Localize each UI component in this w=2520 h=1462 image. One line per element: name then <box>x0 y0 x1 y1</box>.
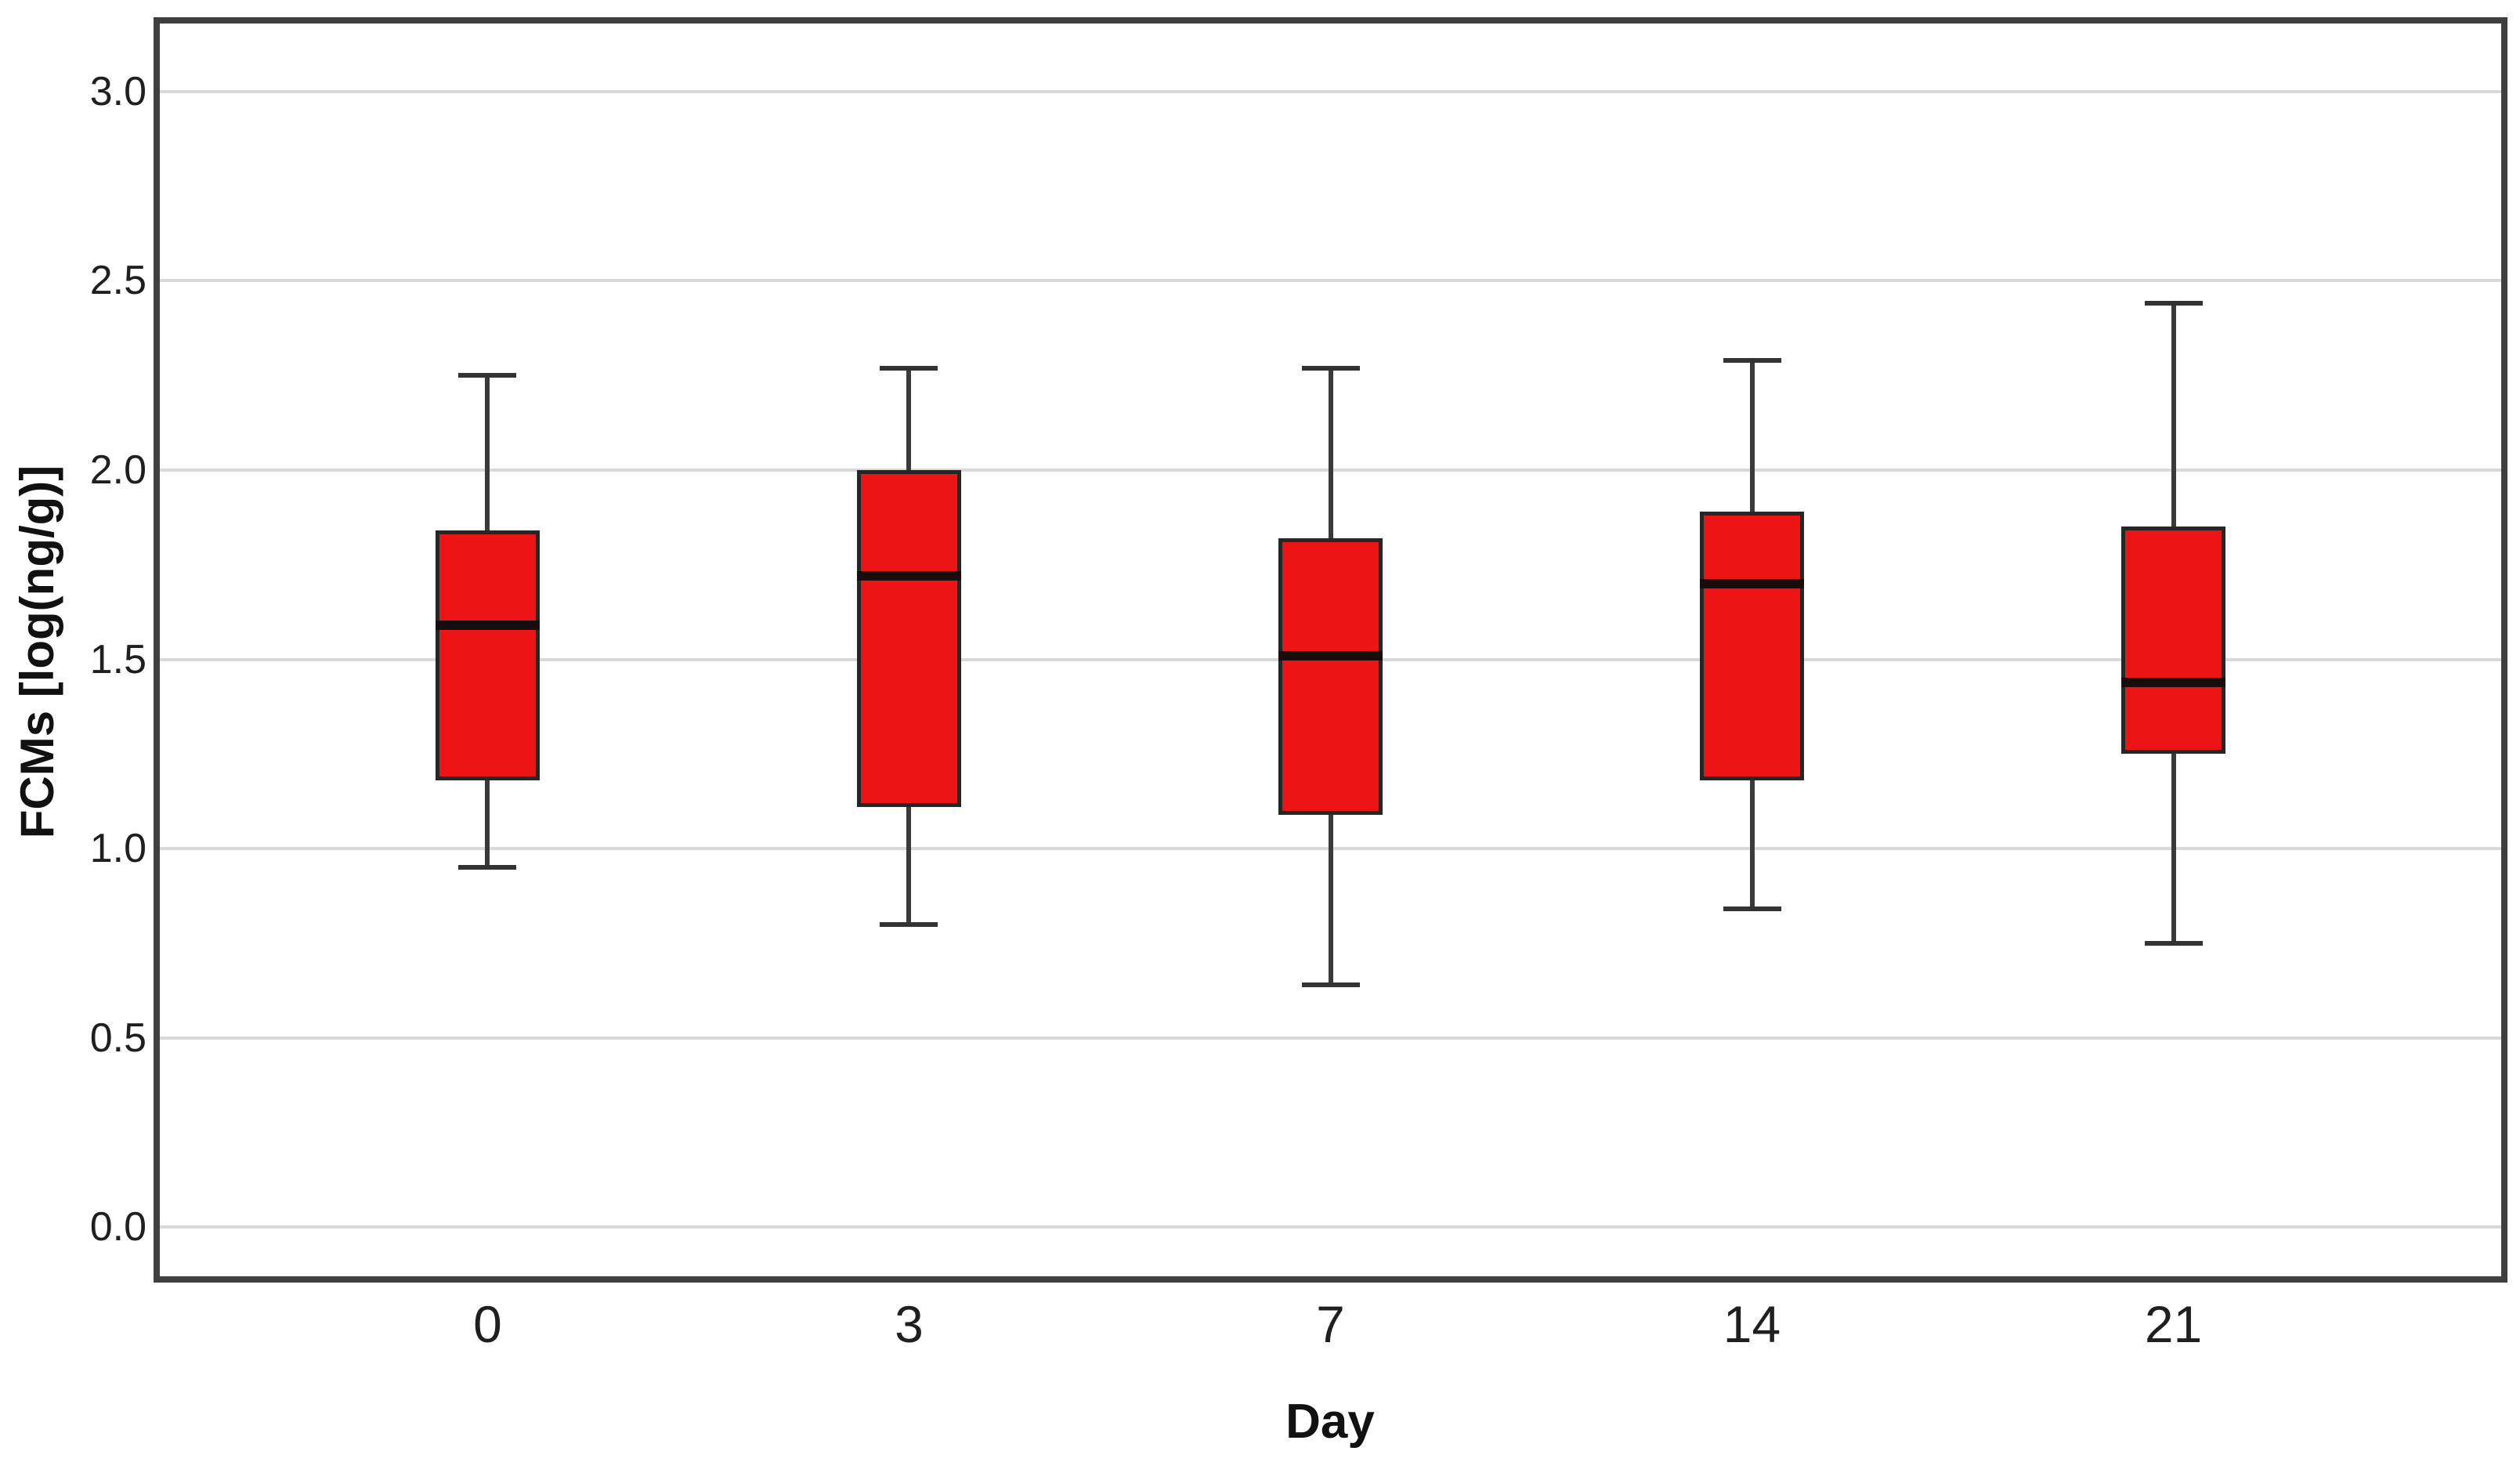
boxplot-day-7-cap-bottom <box>1301 983 1360 988</box>
plot-area <box>154 17 2507 1283</box>
gridline-2.5 <box>160 279 2501 283</box>
boxplot-day-3-cap-top <box>880 365 938 371</box>
boxplot-day-3-cap-bottom <box>880 921 938 927</box>
x-tick-label-7: 7 <box>1316 1295 1345 1353</box>
boxplot-day-0-box <box>435 530 540 781</box>
boxplot-day-21-median <box>2121 677 2226 687</box>
boxplot-day-21-cap-top <box>2144 301 2203 306</box>
boxplot-day-0-cap-top <box>458 373 517 378</box>
gridline-3.0 <box>160 89 2501 93</box>
boxplot-day-14-cap-top <box>1723 357 1781 363</box>
boxplot-day-21-box <box>2121 527 2226 755</box>
y-tick-label-2.0: 2.0 <box>89 447 146 494</box>
boxplot-day-7-box <box>1278 537 1383 815</box>
boxplot-day-21-cap-bottom <box>2144 940 2203 946</box>
y-tick-label-1.5: 1.5 <box>89 636 146 682</box>
x-tick-label-0: 0 <box>473 1295 502 1353</box>
boxplot-day-7-cap-top <box>1301 365 1360 371</box>
y-tick-label-1.0: 1.0 <box>89 826 146 872</box>
y-tick-label-3.0: 3.0 <box>89 68 146 114</box>
boxplot-day-7-median <box>1278 650 1383 660</box>
y-tick-label-0.5: 0.5 <box>89 1015 146 1061</box>
boxplot-day-0-median <box>435 621 540 631</box>
gridline-0.0 <box>160 1225 2501 1229</box>
x-axis-title: Day <box>1285 1395 1375 1449</box>
boxplot-day-3-box <box>856 470 961 807</box>
boxplot-day-3-median <box>856 571 961 581</box>
y-tick-label-0.0: 0.0 <box>89 1204 146 1250</box>
gridline-0.5 <box>160 1036 2501 1040</box>
boxplot-day-14-box <box>1700 512 1805 781</box>
boxplot-day-14-cap-bottom <box>1723 907 1781 912</box>
x-tick-label-3: 3 <box>895 1295 924 1353</box>
boxplot-day-14-median <box>1700 578 1805 588</box>
y-tick-label-2.5: 2.5 <box>89 258 146 304</box>
boxplot-day-0-cap-bottom <box>458 865 517 870</box>
x-tick-label-21: 21 <box>2144 1295 2203 1353</box>
x-tick-label-14: 14 <box>1723 1295 1781 1353</box>
